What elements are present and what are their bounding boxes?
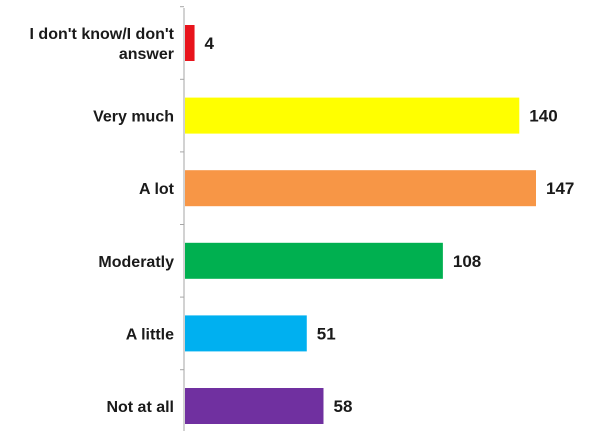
value-label-a-little: 51 bbox=[317, 324, 336, 343]
bar-moderatly bbox=[185, 242, 443, 279]
category-label-very-much: Very much bbox=[93, 109, 174, 126]
category-label-moderatly: Moderatly bbox=[98, 254, 174, 271]
bar-a-little bbox=[185, 315, 307, 352]
value-label-i-don-t-know-i-don-t-answer: 4 bbox=[205, 34, 215, 53]
category-labels: I don't know/I don't answer Very much A lot… bbox=[30, 26, 175, 416]
bar-a-lot bbox=[185, 170, 536, 207]
bar-not-at-all bbox=[185, 388, 324, 424]
category-label-i-don-t-know-i-don-t-answer: I don't know/I don't answer bbox=[30, 26, 175, 63]
category-label-not-at-all: Not at all bbox=[106, 399, 174, 416]
value-label-not-at-all: 58 bbox=[333, 397, 352, 416]
value-label-very-much: 140 bbox=[529, 107, 557, 126]
bar-i-don-t-know-i-don-t-answer bbox=[185, 25, 195, 61]
value-label-a-lot: 147 bbox=[546, 179, 574, 198]
bars bbox=[185, 25, 536, 424]
bar-very-much bbox=[185, 97, 520, 134]
category-label-a-lot: A lot bbox=[139, 181, 175, 198]
category-label-a-little: A little bbox=[126, 326, 174, 343]
value-label-moderatly: 108 bbox=[453, 252, 481, 271]
axis bbox=[180, 6, 185, 431]
value-labels: 4 140 147 108 51 58 bbox=[205, 34, 575, 416]
